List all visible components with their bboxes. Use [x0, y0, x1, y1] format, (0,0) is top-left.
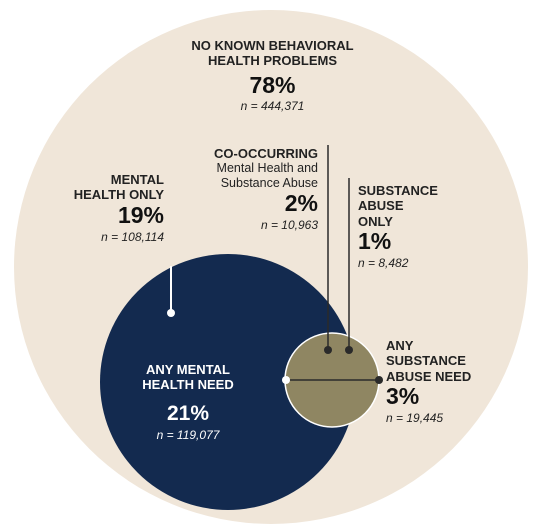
co-occurring-label: CO-OCCURRING Mental Health and Substance… [160, 146, 318, 232]
substance-only-title-line3: ONLY [358, 213, 393, 229]
no-known-label: NO KNOWN BEHAVIORAL HEALTH PROBLEMS 78% … [140, 38, 405, 113]
mental-only-title-line2: HEALTH ONLY [73, 187, 164, 203]
no-known-percent: 78% [249, 71, 296, 98]
substance-left-dot [282, 376, 290, 384]
mental-only-n: n = 108,114 [101, 229, 164, 244]
substance-only-title-line1: SUBSTANCE [358, 183, 438, 198]
co-occurring-percent: 2% [284, 189, 318, 216]
co-occurring-sub-line2: Substance Abuse [220, 176, 318, 191]
mental-only-label: MENTAL HEALTH ONLY 19% n = 108,114 [40, 172, 164, 244]
any-mental-label: ANY MENTAL HEALTH NEED 21% n = 119,077 [118, 362, 258, 442]
any-substance-title-line2: SUBSTANCE [386, 353, 466, 369]
co-occurring-dot [324, 346, 332, 354]
substance-only-percent: 1% [358, 227, 392, 254]
substance-right-dot [375, 376, 383, 384]
mental-only-percent: 19% [117, 201, 164, 228]
no-known-title-line1: NO KNOWN BEHAVIORAL [191, 38, 354, 53]
substance-only-label: SUBSTANCE ABUSE ONLY 1% n = 8,482 [358, 183, 468, 270]
any-substance-percent: 3% [386, 382, 420, 409]
no-known-n: n = 444,371 [240, 98, 305, 113]
co-occurring-title: CO-OCCURRING [214, 146, 318, 161]
co-occurring-sub-line1: Mental Health and [216, 161, 318, 176]
co-occurring-n: n = 10,963 [260, 217, 318, 232]
any-substance-label: ANY SUBSTANCE ABUSE NEED 3% n = 19,445 [386, 338, 506, 425]
no-known-title-line2: HEALTH PROBLEMS [207, 53, 338, 69]
any-substance-title-line1: ANY [386, 338, 414, 353]
any-mental-n: n = 119,077 [156, 427, 220, 442]
any-mental-title-line1: ANY MENTAL [145, 362, 231, 377]
substance-only-dot [345, 346, 353, 354]
substance-only-title-line2: ABUSE [358, 198, 404, 214]
mental-only-title-line1: MENTAL [110, 172, 164, 187]
mental-only-dot [167, 309, 175, 317]
any-mental-title-line2: HEALTH NEED [142, 377, 234, 393]
any-mental-percent: 21% [166, 401, 210, 425]
mental-health-need-circle [100, 254, 356, 510]
any-substance-n: n = 19,445 [386, 411, 444, 426]
substance-only-n: n = 8,482 [358, 256, 409, 271]
any-substance-title-line3: ABUSE NEED [386, 368, 472, 384]
